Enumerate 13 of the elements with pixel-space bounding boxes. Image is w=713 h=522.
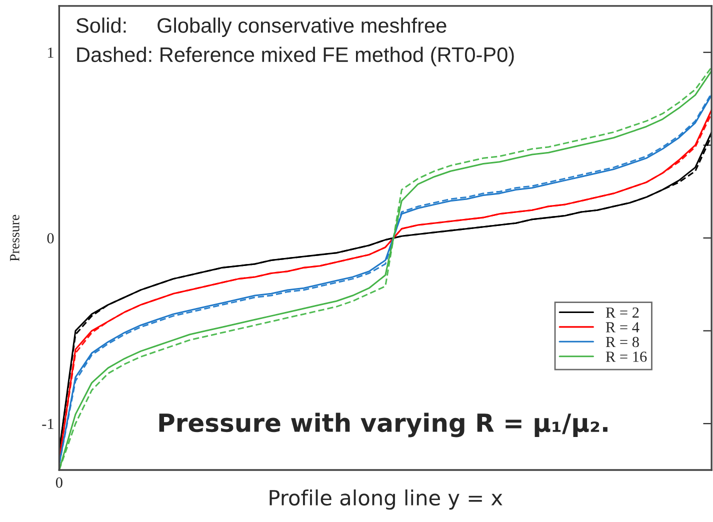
annotation: Pressure with varying R = μ₁/μ₂.	[159, 412, 608, 438]
y-axis-title: Pressure	[10, 214, 20, 262]
annotation: Dashed: Reference mixed FE method (RT0-P0)	[77, 46, 514, 66]
legend-label: R = 4	[606, 322, 640, 332]
text: 0	[56, 477, 62, 488]
x-axis-title: Profile along line y = x	[270, 489, 502, 510]
legend-label: R = 8	[606, 336, 639, 348]
y-tick-label: -1	[42, 418, 54, 429]
annotation: Solid: Globally conservative meshfree	[76, 18, 446, 37]
y-tick-label: 1	[48, 48, 54, 58]
legend-label: R = 2	[606, 307, 639, 318]
y-tick-label: 0	[47, 233, 54, 244]
legend-label: R = 16	[606, 352, 647, 362]
